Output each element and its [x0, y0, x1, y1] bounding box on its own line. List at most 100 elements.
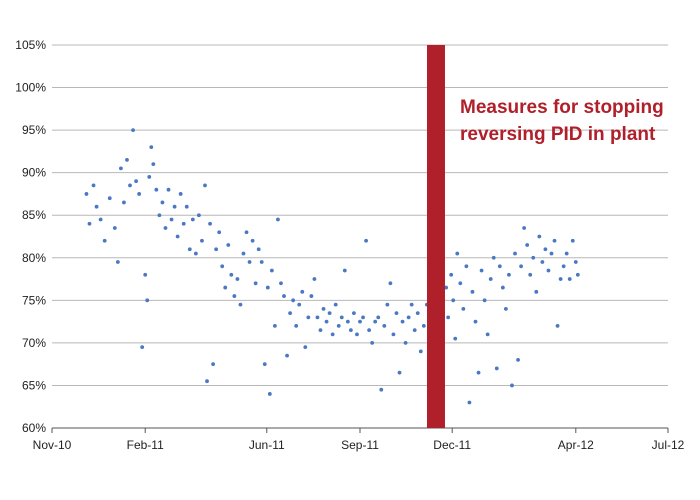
- data-point: [154, 187, 159, 192]
- annotation-line-2: reversing PID in plant: [460, 124, 656, 145]
- data-point: [382, 323, 387, 328]
- data-point: [134, 179, 138, 184]
- data-point: [197, 213, 201, 218]
- data-point: [205, 379, 209, 384]
- data-point: [107, 196, 112, 201]
- data-point: [91, 183, 96, 188]
- data-point: [272, 323, 277, 328]
- data-point: [241, 251, 246, 256]
- data-point: [143, 272, 148, 277]
- y-tick-label: 70%: [22, 336, 46, 350]
- data-point: [291, 298, 296, 303]
- data-point: [294, 323, 299, 328]
- data-point: [421, 323, 426, 328]
- data-point: [200, 238, 204, 243]
- data-point: [169, 217, 174, 222]
- data-point: [516, 358, 520, 362]
- data-point: [122, 200, 126, 205]
- data-point: [476, 370, 481, 375]
- data-point: [229, 272, 234, 277]
- data-point: [510, 383, 514, 388]
- data-point: [555, 323, 560, 328]
- data-point: [84, 192, 89, 196]
- data-point: [208, 221, 212, 226]
- data-point: [151, 162, 156, 167]
- data-point: [235, 277, 240, 281]
- data-point: [376, 315, 381, 320]
- data-point: [355, 332, 359, 337]
- data-point: [473, 319, 478, 324]
- data-point: [312, 277, 317, 281]
- data-point: [149, 145, 154, 150]
- y-tick-label: 60%: [22, 421, 46, 435]
- data-point: [549, 251, 554, 256]
- data-point: [488, 277, 493, 281]
- data-point: [513, 251, 517, 256]
- data-point: [455, 251, 460, 256]
- data-point: [412, 328, 417, 333]
- data-point: [112, 226, 117, 230]
- data-point: [309, 294, 314, 298]
- data-point: [358, 319, 362, 324]
- data-point: [519, 264, 523, 269]
- data-point: [140, 345, 145, 350]
- data-point: [131, 128, 135, 133]
- data-point: [385, 302, 390, 307]
- x-tick-label: Apr-12: [558, 438, 594, 452]
- data-point: [400, 319, 405, 324]
- y-tick-label: 90%: [22, 166, 46, 180]
- data-point: [470, 289, 475, 294]
- data-point: [303, 345, 308, 350]
- data-point: [503, 306, 508, 311]
- data-point: [534, 289, 539, 294]
- data-point: [537, 234, 542, 239]
- data-point: [491, 255, 496, 260]
- data-point: [269, 268, 274, 273]
- data-point: [367, 328, 372, 333]
- data-point: [211, 362, 215, 367]
- data-point: [178, 192, 183, 196]
- data-point: [409, 302, 414, 307]
- data-point: [94, 204, 99, 209]
- data-point: [497, 264, 502, 269]
- data-point: [500, 285, 505, 290]
- data-point: [449, 272, 454, 277]
- data-point: [451, 298, 456, 303]
- data-point: [214, 247, 219, 252]
- data-point: [265, 285, 270, 290]
- data-point: [546, 268, 551, 273]
- data-point: [570, 238, 575, 243]
- data-point: [370, 340, 375, 345]
- data-point: [184, 204, 189, 209]
- data-point: [361, 315, 365, 320]
- data-point: [285, 353, 289, 358]
- annotation-line-1: Measures for stopping: [460, 97, 664, 118]
- data-point: [157, 213, 162, 218]
- data-point: [238, 302, 243, 307]
- y-tick-label: 75%: [22, 293, 46, 307]
- data-point: [333, 302, 338, 307]
- data-point: [282, 294, 286, 298]
- data-point: [388, 281, 393, 286]
- data-point: [467, 400, 472, 405]
- data-point: [543, 247, 548, 252]
- data-point: [318, 328, 323, 333]
- data-point: [458, 281, 463, 286]
- data-point: [147, 175, 152, 179]
- data-point: [330, 332, 335, 337]
- x-tick-label: Jul-12: [652, 438, 685, 452]
- data-point: [250, 238, 255, 243]
- data-point: [181, 221, 186, 226]
- data-point: [166, 187, 171, 192]
- data-point: [345, 319, 350, 324]
- data-point: [415, 311, 420, 315]
- data-point: [232, 294, 237, 298]
- data-point: [220, 264, 225, 269]
- data-point: [160, 200, 165, 205]
- data-point: [507, 272, 511, 277]
- data-point: [300, 289, 305, 294]
- data-points: [84, 128, 580, 405]
- data-point: [315, 315, 320, 320]
- data-point: [342, 268, 347, 273]
